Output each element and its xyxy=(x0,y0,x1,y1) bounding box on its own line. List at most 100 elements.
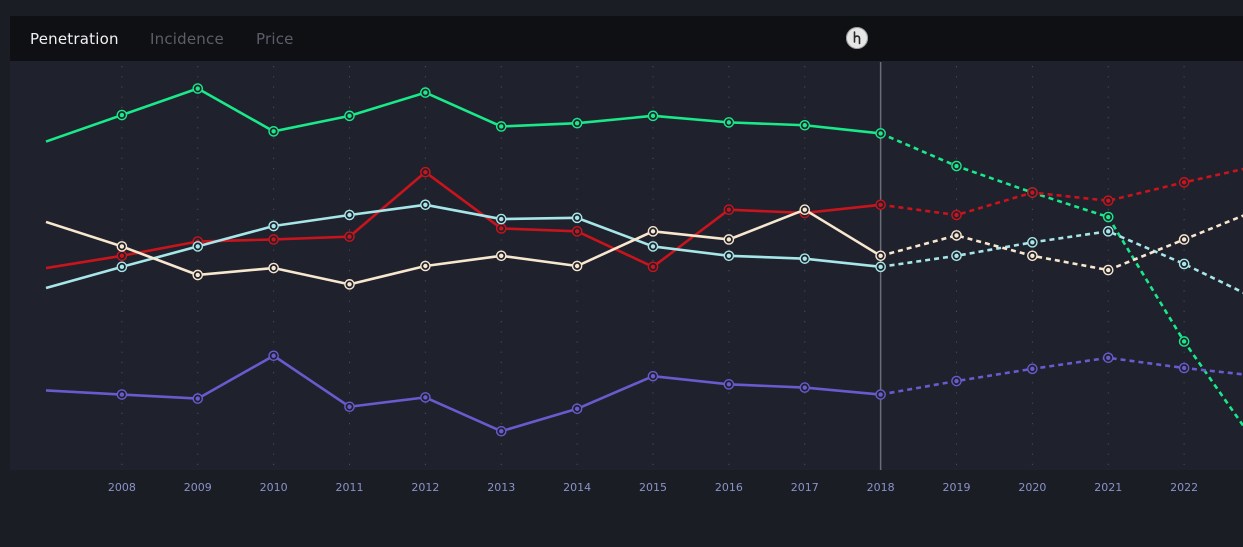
data-point-dot xyxy=(1030,366,1035,372)
series-line-actual xyxy=(45,203,881,290)
x-tick-label: 2018 xyxy=(867,481,895,494)
data-point-dot xyxy=(1030,190,1035,195)
series-line-forecast xyxy=(880,356,1243,396)
data-point-dot xyxy=(347,234,352,239)
x-tick-label: 2015 xyxy=(639,481,667,494)
data-point-dot xyxy=(650,113,656,119)
data-point-dot xyxy=(802,385,807,390)
data-point-dot xyxy=(878,202,883,207)
series-line-forecast xyxy=(880,214,1243,272)
data-point-dot xyxy=(1030,253,1035,258)
data-point-dot xyxy=(878,131,883,136)
data-point-dot xyxy=(726,237,732,242)
data-point-dot xyxy=(878,253,883,258)
data-point-dot xyxy=(1181,237,1187,242)
data-point-dot xyxy=(574,121,580,126)
data-point-dot xyxy=(802,123,807,128)
data-point-dot xyxy=(878,264,883,270)
data-point-dot xyxy=(423,263,428,269)
data-point-dot xyxy=(650,373,656,379)
data-point-dot xyxy=(1030,240,1035,245)
data-point-dot xyxy=(499,124,504,129)
data-point-dot xyxy=(650,229,656,234)
data-point-dot xyxy=(271,223,276,229)
x-tick-label: 2014 xyxy=(563,481,591,494)
data-point-dot xyxy=(726,207,732,212)
data-point-dot xyxy=(499,429,504,434)
series-line-forecast xyxy=(880,230,1243,294)
data-point-dot xyxy=(954,163,959,169)
x-tick-label: 2019 xyxy=(943,481,971,494)
data-point-dot xyxy=(271,353,276,358)
data-point-dot xyxy=(726,120,732,125)
series-line-forecast xyxy=(880,132,1243,428)
data-point-dot xyxy=(195,86,200,91)
data-point-dot xyxy=(650,244,656,249)
data-point-dot xyxy=(1106,198,1111,203)
data-point-dot xyxy=(726,382,732,387)
series-line-actual xyxy=(45,354,881,433)
data-point-dot xyxy=(347,404,352,409)
data-point-dot xyxy=(423,202,428,207)
data-point-dot xyxy=(1106,355,1111,360)
data-point-dot xyxy=(119,112,125,118)
data-point-dot xyxy=(499,226,504,231)
x-tick-label: 2017 xyxy=(791,481,819,494)
data-point-dot xyxy=(195,244,200,249)
data-point-dot xyxy=(878,392,883,397)
data-point-dot xyxy=(802,207,807,212)
tab-price[interactable]: Price xyxy=(256,30,294,48)
tab-bar: Penetration Incidence Price xyxy=(10,16,1243,61)
data-point-dot xyxy=(1181,339,1187,344)
x-tick-label: 2022 xyxy=(1170,481,1198,494)
data-point-dot xyxy=(574,215,580,221)
data-point-dot xyxy=(271,237,276,242)
x-tick-label: 2021 xyxy=(1094,481,1122,494)
data-point-dot xyxy=(574,229,580,234)
data-point-dot xyxy=(1181,365,1187,371)
x-tick-label: 2009 xyxy=(184,481,212,494)
data-point-dot xyxy=(423,169,428,175)
data-point-dot xyxy=(726,253,732,258)
data-point-dot xyxy=(271,265,276,271)
series-line-actual xyxy=(45,208,882,286)
data-point-dot xyxy=(423,90,428,95)
data-point-dot xyxy=(347,113,352,119)
data-point-dot xyxy=(119,392,125,397)
tab-incidence[interactable]: Incidence xyxy=(150,30,224,48)
data-point-dot xyxy=(1106,214,1111,220)
series-line-actual xyxy=(45,170,881,270)
data-point-dot xyxy=(347,212,352,218)
data-point-dot xyxy=(650,264,656,270)
tab-penetration[interactable]: Penetration xyxy=(30,30,119,48)
x-tick-label: 2011 xyxy=(336,481,364,494)
data-point-dot xyxy=(574,263,580,269)
data-point-dot xyxy=(954,233,959,238)
data-point-dot xyxy=(954,212,959,218)
x-tick-label: 2012 xyxy=(411,481,439,494)
data-point-dot xyxy=(954,253,959,258)
data-point-dot xyxy=(954,378,959,384)
data-point-dot xyxy=(1181,261,1187,267)
data-point-dot xyxy=(271,129,276,134)
data-point-dot xyxy=(119,253,125,258)
x-tick-label: 2008 xyxy=(108,481,136,494)
data-point-dot xyxy=(347,282,352,287)
data-point-dot xyxy=(1181,180,1187,185)
data-point-dot xyxy=(195,272,200,278)
data-point-dot xyxy=(1106,267,1111,273)
data-point-dot xyxy=(499,216,504,222)
x-tick-label: 2020 xyxy=(1018,481,1046,494)
x-tick-label: 2016 xyxy=(715,481,743,494)
x-tick-label: 2013 xyxy=(487,481,515,494)
series-line-actual xyxy=(45,87,881,143)
data-point-dot xyxy=(423,395,428,400)
hand-pointer-icon[interactable] xyxy=(846,27,868,49)
data-point-dot xyxy=(802,256,807,261)
data-point-dot xyxy=(119,264,125,270)
x-tick-label: 2010 xyxy=(260,481,288,494)
series-line-forecast xyxy=(880,167,1243,217)
data-point-dot xyxy=(195,396,200,401)
data-point-dot xyxy=(574,406,580,411)
